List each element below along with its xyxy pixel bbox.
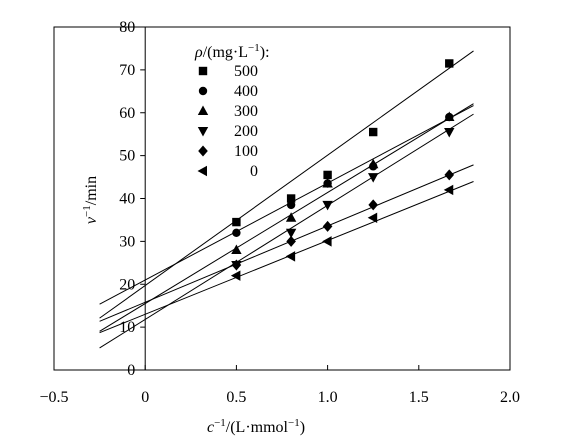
y-axis-title: v−1/min bbox=[81, 176, 100, 224]
fit-line-200 bbox=[99, 113, 474, 349]
y-tick-label: 50 bbox=[119, 148, 135, 165]
x-axis-title-var: c bbox=[207, 419, 214, 436]
data-point-300 bbox=[368, 158, 379, 169]
fit-line-300 bbox=[99, 103, 474, 332]
y-tick-label: 20 bbox=[119, 276, 135, 293]
data-point-200 bbox=[444, 128, 455, 138]
y-tick-label: 10 bbox=[119, 319, 135, 336]
y-tick-label: 40 bbox=[119, 191, 135, 208]
y-tick-label: 30 bbox=[119, 233, 135, 250]
legend-marker-300 bbox=[197, 105, 209, 115]
data-point-0 bbox=[443, 184, 454, 196]
x-tick-label: 0 bbox=[141, 389, 149, 406]
data-point-300 bbox=[322, 177, 333, 188]
legend-title-exp: −1 bbox=[248, 42, 260, 54]
data-point-400 bbox=[286, 200, 296, 210]
y-tick-label: 0 bbox=[127, 362, 135, 379]
y-axis-title-unit: /min bbox=[83, 176, 100, 205]
legend-marker-100 bbox=[198, 145, 208, 157]
legend-title: ρ/(mg·L−1): bbox=[194, 42, 270, 61]
fit-line-400 bbox=[99, 105, 474, 305]
legend-title-unit: /(mg·L bbox=[203, 44, 248, 61]
y-tick-label: 60 bbox=[119, 105, 135, 122]
data-point-100 bbox=[368, 199, 378, 211]
legend-marker-200 bbox=[197, 127, 209, 137]
x-axis-title-exp2: −1 bbox=[288, 417, 300, 429]
y-tick-label: 70 bbox=[119, 62, 135, 79]
data-point-400 bbox=[232, 228, 241, 237]
y-axis-title-exp: −1 bbox=[81, 205, 93, 217]
legend-title-var: ρ bbox=[194, 44, 203, 61]
legend: 500 400 300 200 100 0 bbox=[197, 63, 258, 180]
x-axis-title-exp1: −1 bbox=[214, 417, 226, 429]
x-tick-label: 1.5 bbox=[409, 389, 429, 406]
data-point-200 bbox=[285, 228, 297, 239]
data-point-300 bbox=[285, 212, 297, 222]
x-tick-label: 0.5 bbox=[226, 389, 246, 406]
data-point-500 bbox=[323, 170, 332, 180]
plot-frame bbox=[53, 26, 511, 371]
fit-line-0 bbox=[99, 181, 474, 334]
legend-title-end: ): bbox=[260, 44, 270, 61]
data-point-500 bbox=[445, 59, 454, 68]
fit-line-100 bbox=[99, 164, 474, 322]
x-tick-label: −0.5 bbox=[39, 389, 68, 406]
data-point-500 bbox=[369, 127, 378, 137]
legend-label-300: 300 bbox=[234, 103, 258, 120]
data-point-100 bbox=[231, 259, 242, 271]
data-point-300 bbox=[231, 244, 242, 254]
data-point-100 bbox=[322, 220, 333, 232]
legend-marker-500 bbox=[198, 66, 208, 76]
x-axis-title-end: ) bbox=[300, 419, 305, 436]
data-point-200 bbox=[368, 173, 379, 183]
legend-label-400: 400 bbox=[234, 83, 258, 100]
data-point-0 bbox=[367, 212, 378, 223]
data-point-300 bbox=[444, 111, 455, 122]
y-tick-label: 80 bbox=[119, 19, 135, 36]
legend-label-200: 200 bbox=[234, 123, 258, 140]
data-point-500 bbox=[286, 194, 296, 203]
data-point-0 bbox=[322, 236, 332, 247]
legend-label-500: 500 bbox=[234, 63, 258, 80]
x-tick-label: 2.0 bbox=[500, 389, 520, 406]
fit-line-500 bbox=[99, 50, 474, 319]
x-axis-title-unit: /(L·mmol bbox=[226, 419, 289, 436]
data-point-100 bbox=[286, 235, 296, 247]
data-point-500 bbox=[232, 217, 241, 227]
x-axis-title: c−1/(L·mmol−1) bbox=[207, 417, 305, 436]
x-tick-label: 1.0 bbox=[318, 389, 338, 406]
legend-marker-0 bbox=[197, 165, 207, 177]
legend-label-100: 100 bbox=[234, 143, 258, 160]
data-point-200 bbox=[322, 200, 333, 211]
data-point-0 bbox=[230, 270, 241, 281]
y-axis-title-var: v bbox=[83, 216, 100, 224]
data-point-100 bbox=[444, 169, 455, 181]
legend-label-0: 0 bbox=[250, 163, 258, 180]
legend-marker-400 bbox=[198, 86, 208, 96]
data-point-0 bbox=[285, 251, 296, 262]
